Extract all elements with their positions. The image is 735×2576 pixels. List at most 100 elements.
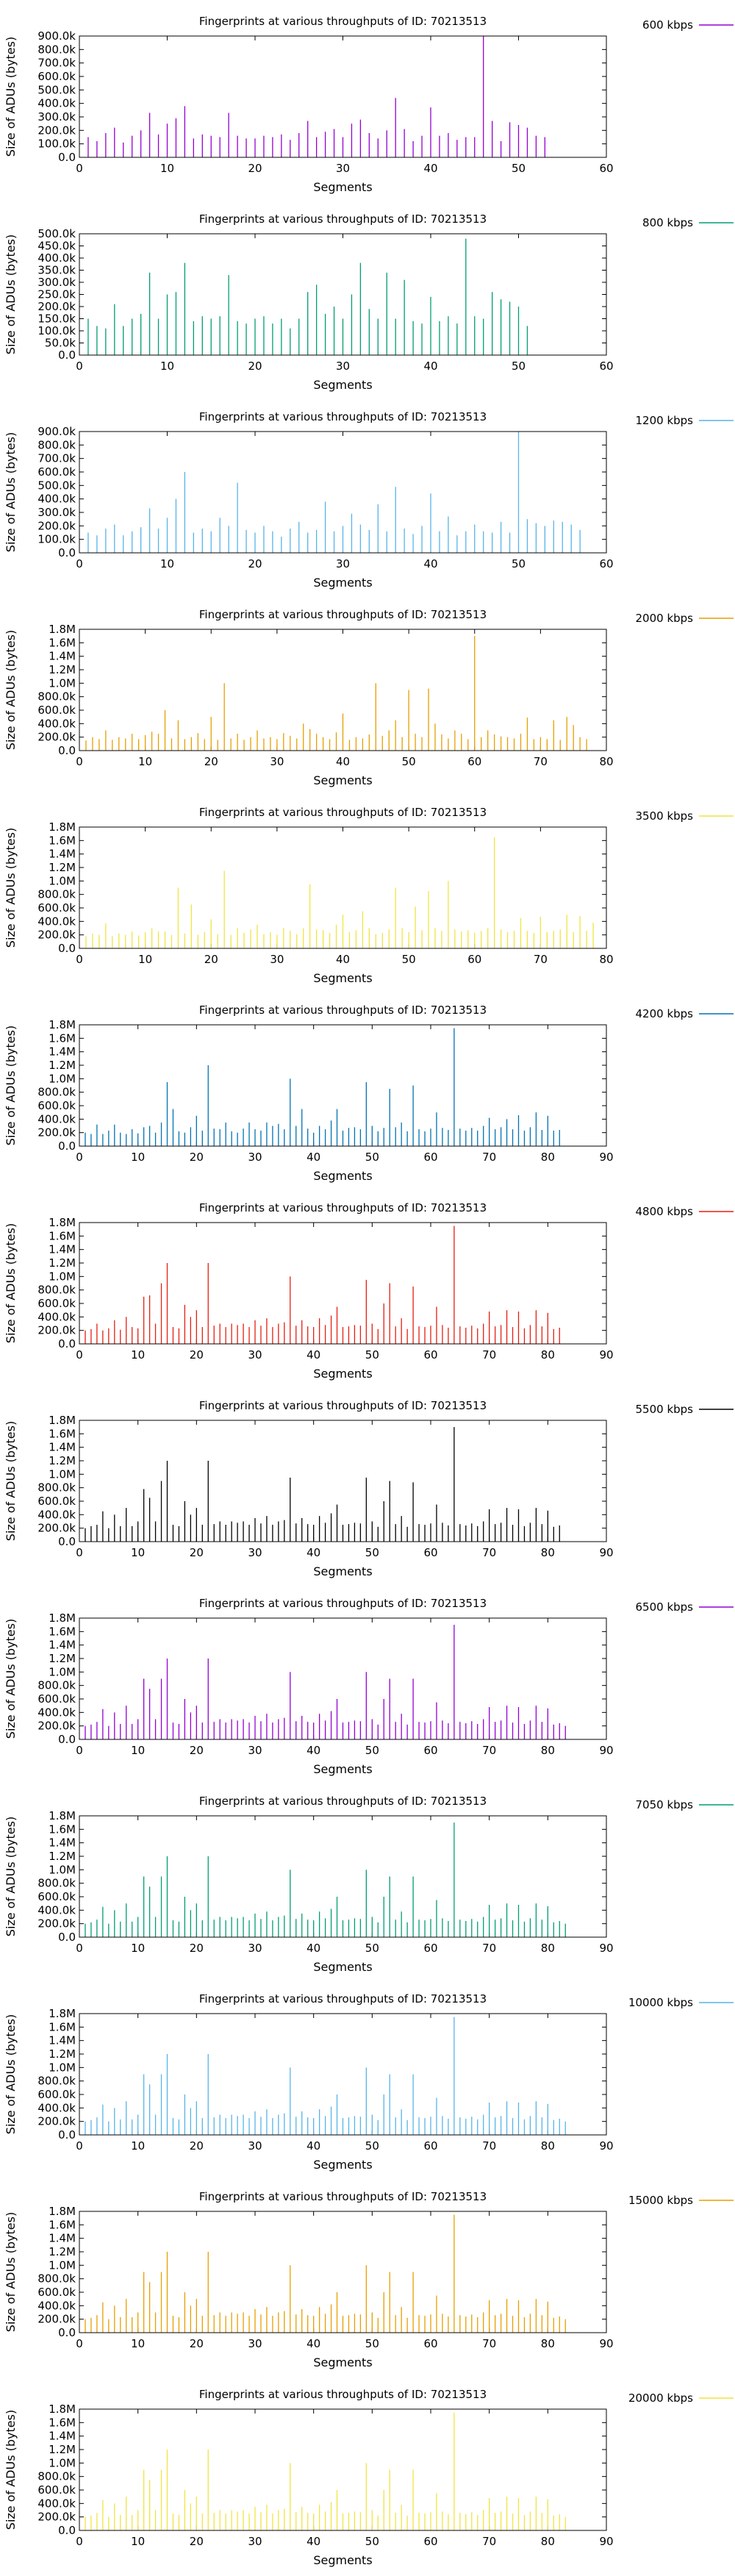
y-tick-label: 0.0 bbox=[58, 1535, 76, 1548]
y-tick-label: 0.0 bbox=[58, 1733, 76, 1746]
x-tick-label: 50 bbox=[365, 1744, 379, 1757]
x-tick-label: 20 bbox=[190, 1151, 204, 1164]
y-tick-label: 1.6M bbox=[49, 2218, 76, 2231]
legend-label: 600 kbps bbox=[642, 18, 693, 32]
chart-title: Fingerprints at various throughputs of I… bbox=[199, 1992, 487, 2006]
x-tick-label: 10 bbox=[131, 1942, 145, 1955]
x-tick-label: 90 bbox=[599, 2139, 613, 2153]
y-tick-label: 0.0 bbox=[58, 1139, 76, 1153]
y-tick-label: 800.0k bbox=[37, 43, 76, 56]
y-tick-label: 500.0k bbox=[37, 479, 76, 492]
y-tick-label: 200.0k bbox=[37, 2115, 76, 2128]
x-tick-label: 50 bbox=[512, 359, 526, 373]
chart-panel: Fingerprints at various throughputs of I… bbox=[4, 410, 734, 590]
y-tick-label: 350.0k bbox=[37, 264, 76, 277]
x-tick-label: 90 bbox=[599, 1348, 613, 1362]
chart-title: Fingerprints at various throughputs of I… bbox=[199, 2388, 487, 2401]
x-tick-label: 90 bbox=[599, 1151, 613, 1164]
x-tick-label: 70 bbox=[482, 2139, 496, 2153]
y-tick-label: 800.0k bbox=[37, 2272, 76, 2286]
plot-frame bbox=[79, 233, 607, 356]
chart-title: Fingerprints at various throughputs of I… bbox=[199, 1399, 487, 1412]
y-tick-label: 1.4M bbox=[49, 1045, 76, 1059]
chart-title: Fingerprints at various throughputs of I… bbox=[199, 608, 487, 621]
y-axis-label: Size of ADUs (bytes) bbox=[4, 2014, 18, 2134]
y-tick-label: 100.0k bbox=[37, 324, 76, 337]
x-tick-label: 90 bbox=[599, 1546, 613, 1559]
x-tick-label: 90 bbox=[599, 1942, 613, 1955]
y-tick-label: 1.2M bbox=[49, 1059, 76, 1072]
y-tick-label: 1.4M bbox=[49, 2232, 76, 2245]
chart-panel: Fingerprints at various throughputs of I… bbox=[4, 1597, 734, 1776]
x-tick-label: 0 bbox=[76, 755, 83, 768]
x-tick-label: 20 bbox=[204, 755, 218, 768]
x-tick-label: 60 bbox=[599, 557, 613, 570]
x-tick-label: 90 bbox=[599, 2535, 613, 2548]
x-tick-label: 70 bbox=[482, 1546, 496, 1559]
x-tick-label: 20 bbox=[190, 1744, 204, 1757]
x-tick-label: 40 bbox=[423, 557, 437, 570]
y-tick-label: 1.6M bbox=[49, 2020, 76, 2033]
y-tick-label: 600.0k bbox=[37, 2088, 76, 2101]
y-tick-label: 1.6M bbox=[49, 1822, 76, 1836]
y-axis-label: Size of ADUs (bytes) bbox=[4, 432, 18, 552]
y-axis-label: Size of ADUs (bytes) bbox=[4, 37, 18, 157]
y-tick-label: 1.0M bbox=[49, 2061, 76, 2074]
chart-panel: Fingerprints at various throughputs of I… bbox=[4, 2190, 734, 2369]
x-tick-label: 10 bbox=[131, 1744, 145, 1757]
y-tick-label: 1.6M bbox=[49, 636, 76, 649]
y-tick-label: 600.0k bbox=[37, 2286, 76, 2299]
x-tick-label: 0 bbox=[76, 1942, 83, 1955]
x-tick-label: 50 bbox=[365, 1546, 379, 1559]
x-tick-label: 40 bbox=[306, 2535, 320, 2548]
y-tick-label: 400.0k bbox=[37, 1112, 76, 1126]
chart-title: Fingerprints at various throughputs of I… bbox=[199, 212, 487, 226]
chart-panel: Fingerprints at various throughputs of I… bbox=[4, 1003, 734, 1183]
x-tick-label: 40 bbox=[306, 2337, 320, 2350]
y-tick-label: 400.0k bbox=[37, 251, 76, 265]
x-axis-label: Segments bbox=[313, 576, 372, 590]
y-tick-label: 600.0k bbox=[37, 901, 76, 915]
x-tick-label: 20 bbox=[248, 557, 262, 570]
chart-panel: Fingerprints at various throughputs of I… bbox=[4, 212, 734, 392]
y-tick-label: 400.0k bbox=[37, 717, 76, 730]
chart-panel: Fingerprints at various throughputs of I… bbox=[4, 1795, 734, 1974]
y-tick-label: 800.0k bbox=[37, 1086, 76, 1099]
y-tick-label: 200.0k bbox=[37, 1126, 76, 1139]
x-tick-label: 70 bbox=[482, 1151, 496, 1164]
y-tick-label: 1.4M bbox=[49, 848, 76, 861]
y-tick-label: 900.0k bbox=[37, 29, 76, 43]
x-tick-label: 10 bbox=[138, 755, 152, 768]
legend-label: 5500 kbps bbox=[636, 1403, 694, 1416]
y-tick-label: 1.4M bbox=[49, 1639, 76, 1652]
x-tick-label: 60 bbox=[423, 1744, 437, 1757]
y-tick-label: 1.0M bbox=[49, 676, 76, 690]
y-tick-label: 1.8M bbox=[49, 2007, 76, 2020]
x-axis-label: Segments bbox=[313, 2158, 372, 2172]
y-tick-label: 250.0k bbox=[37, 288, 76, 301]
x-axis-label: Segments bbox=[313, 1762, 372, 1776]
y-tick-label: 800.0k bbox=[37, 2470, 76, 2483]
y-tick-label: 100.0k bbox=[37, 533, 76, 546]
x-tick-label: 0 bbox=[76, 953, 83, 966]
x-tick-label: 50 bbox=[365, 1348, 379, 1362]
plot-frame bbox=[79, 1222, 607, 1345]
y-tick-label: 800.0k bbox=[37, 1284, 76, 1297]
x-axis-label: Segments bbox=[313, 1367, 372, 1381]
x-tick-label: 40 bbox=[306, 1546, 320, 1559]
legend-label: 6500 kbps bbox=[636, 1600, 694, 1614]
y-tick-label: 0.0 bbox=[58, 151, 76, 164]
y-tick-label: 400.0k bbox=[37, 1903, 76, 1917]
x-tick-label: 50 bbox=[365, 2139, 379, 2153]
x-tick-label: 80 bbox=[541, 2337, 555, 2350]
chart-title: Fingerprints at various throughputs of I… bbox=[199, 1597, 487, 1610]
y-axis-label: Size of ADUs (bytes) bbox=[4, 2212, 18, 2332]
legend-label: 4800 kbps bbox=[636, 1205, 694, 1218]
y-tick-label: 800.0k bbox=[37, 888, 76, 901]
y-tick-label: 400.0k bbox=[37, 1310, 76, 1323]
x-axis-label: Segments bbox=[313, 1564, 372, 1578]
legend-label: 10000 kbps bbox=[628, 1996, 693, 2009]
y-tick-label: 200.0k bbox=[37, 124, 76, 137]
y-tick-label: 500.0k bbox=[37, 227, 76, 240]
